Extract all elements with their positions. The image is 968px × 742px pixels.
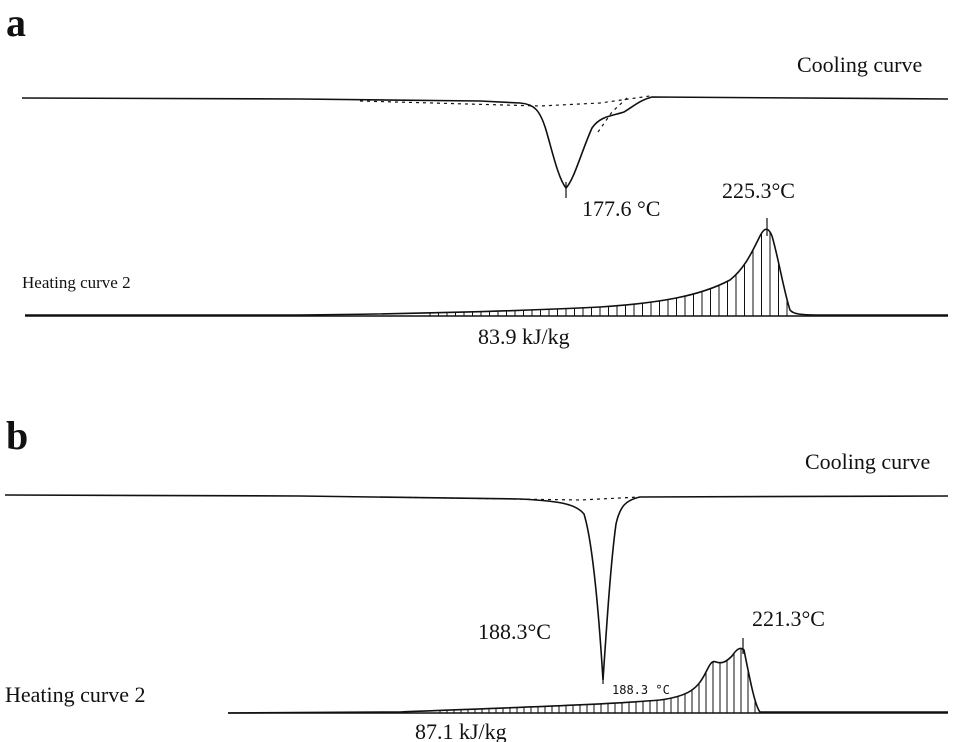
panel-a-label: a [6, 0, 26, 45]
panel-b-heating-peak-label: 221.3°C [752, 606, 825, 631]
panel-a: a Cooling curve 177.6 °C Heating curve 2… [6, 0, 949, 349]
panel-a-enthalpy-label: 83.9 kJ/kg [478, 324, 570, 349]
panel-a-heating-area-hatching [429, 232, 788, 316]
panel-b-heating-area-hatching [439, 648, 756, 713]
panel-b-enthalpy-label: 87.1 kJ/kg [415, 719, 507, 742]
panel-a-heating-peak-label: 225.3°C [722, 178, 795, 203]
panel-a-cooling-label: Cooling curve [797, 52, 922, 77]
panel-a-cooling-baseline-dashed [359, 95, 651, 107]
panel-b-heating-label: Heating curve 2 [5, 682, 146, 707]
panel-a-cooling-peak-label: 177.6 °C [582, 196, 660, 221]
panel-b-cooling-label: Cooling curve [805, 449, 930, 474]
panel-b-heating-curve [227, 647, 948, 714]
panel-a-heating-label: Heating curve 2 [22, 273, 131, 292]
panel-b-cooling-baseline-dashed [379, 496, 641, 501]
panel-a-cooling-tangent-dashed [597, 96, 629, 133]
panel-a-heating-curve [25, 228, 948, 316]
panel-b-cooling-peak-label: 188.3°C [478, 619, 551, 644]
panel-b-onset-label: 188.3 °C [612, 683, 670, 697]
panel-a-cooling-curve [21, 96, 949, 190]
panel-b: b Cooling curve 188.3°C Heating curve 2 … [4, 413, 949, 742]
panel-b-label: b [6, 413, 28, 458]
panel-b-cooling-curve [4, 494, 949, 681]
